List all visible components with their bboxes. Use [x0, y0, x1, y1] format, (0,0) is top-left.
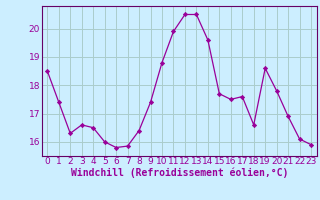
X-axis label: Windchill (Refroidissement éolien,°C): Windchill (Refroidissement éolien,°C) — [70, 168, 288, 178]
